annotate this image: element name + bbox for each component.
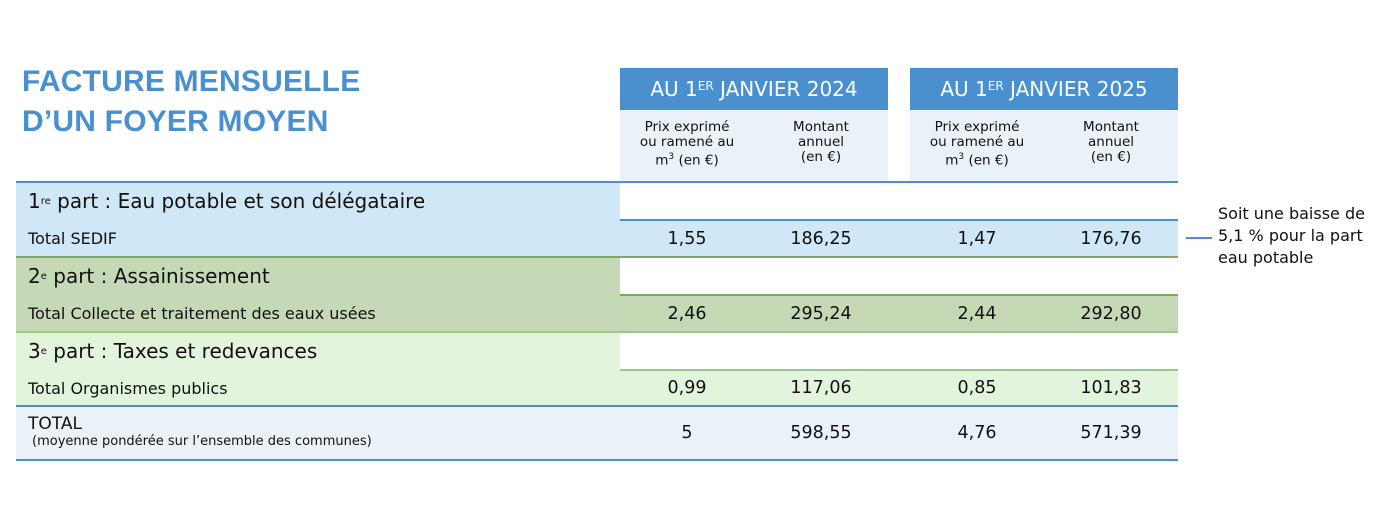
divider [16,181,1178,183]
title-line-1: FACTURE MENSUELLE [22,65,361,98]
subheader-price-2025: Prix exprimé ou ramené au m3 (en €) [912,120,1042,169]
divider [16,256,1178,258]
price-line-2: ou ramené au [639,134,735,150]
header-2025-prefix: AU 1 [940,77,988,101]
divider [620,219,1178,221]
column-header-2025: AU 1 ER JANVIER 2025 [910,68,1178,110]
amount-line-2: annuel [1088,134,1134,150]
section-3-total-bg [16,370,1178,406]
divider [16,459,1178,461]
subheader-amount-2025: Montant annuel (en €) [1046,120,1176,165]
section-2-total-label: Total Collecte et traitement des eaux us… [28,304,376,323]
amount-line-2: annuel [798,134,844,150]
divider [16,405,1178,407]
section-3-amount-2024: 117,06 [790,378,852,398]
subheader-price-2024: Prix exprimé ou ramené au m3 (en €) [622,120,752,169]
section-2-price-2025: 2,44 [957,303,997,324]
subheader-bg-2025 [910,110,1178,182]
column-header-2024: AU 1 ER JANVIER 2024 [620,68,888,110]
section-1-title: 1 re part : Eau potable et son délégatair… [28,189,426,213]
price-line-1: Prix exprimé [644,119,730,135]
amount-line-1: Montant [1083,119,1139,135]
subheader-amount-2024: Montant annuel (en €) [756,120,886,165]
section-3-price-2025: 0,85 [957,378,997,398]
total-amount-2025: 571,39 [1080,423,1142,443]
total-row-bg [16,406,1178,460]
section-3-header-bg [16,332,620,370]
total-label-block: TOTAL (moyenne pondérée sur l’ensemble d… [28,414,588,450]
header-2025-sup: ER [987,79,1004,93]
section-3-price-2024: 0,99 [667,378,707,398]
title-line-2: D’UN FOYER MOYEN [22,105,329,138]
header-2024-suffix: JANVIER 2024 [713,77,858,101]
price-line-3: m3 (en €) [655,152,719,169]
section-1-header-bg [16,182,620,220]
section-1-price-2024: 1,55 [667,228,707,249]
total-amount-2024: 598,55 [790,423,852,443]
subheader-bg-2024 [620,110,888,182]
page-title: FACTURE MENSUELLE D’UN FOYER MOYEN [22,62,442,142]
amount-line-3: (en €) [1090,149,1132,165]
header-2024-prefix: AU 1 [650,77,698,101]
amount-line-1: Montant [793,119,849,135]
price-line-2: ou ramené au [929,134,1025,150]
section-3-amount-2025: 101,83 [1080,378,1142,398]
note-connector-line [1186,237,1212,239]
price-line-1: Prix exprimé [934,119,1020,135]
section-1-total-bg [16,220,1178,257]
note-line-1: Soit une baisse de [1218,204,1365,223]
divider [16,331,1178,333]
divider [620,294,1178,296]
amount-line-3: (en €) [800,149,842,165]
column-gap [888,182,910,406]
section-2-amount-2025: 292,80 [1080,303,1142,324]
section-3-total-label: Total Organismes publics [28,378,228,398]
divider [620,369,1178,371]
section-2-total-bg [16,295,1178,332]
section-2-amount-2024: 295,24 [790,303,852,324]
note-line-2: 5,1 % pour la part [1218,226,1363,245]
section-1-price-2025: 1,47 [957,228,997,249]
header-2025-suffix: JANVIER 2025 [1003,77,1148,101]
header-2024-sup: ER [697,79,714,93]
total-label: TOTAL [28,414,82,434]
section-2-price-2024: 2,46 [667,303,707,324]
total-price-2024: 5 [681,423,693,443]
price-line-3: m3 (en €) [945,152,1009,169]
total-sublabel: (moyenne pondérée sur l’ensemble des com… [32,434,372,449]
section-1-total-label: Total SEDIF [28,229,117,248]
total-price-2025: 4,76 [957,423,997,443]
section-2-header-bg [16,257,620,295]
note-line-3: eau potable [1218,248,1314,267]
section-1-amount-2024: 186,25 [790,228,852,249]
side-note: Soit une baisse de 5,1 % pour la part ea… [1218,203,1388,269]
section-1-amount-2025: 176,76 [1080,228,1142,249]
